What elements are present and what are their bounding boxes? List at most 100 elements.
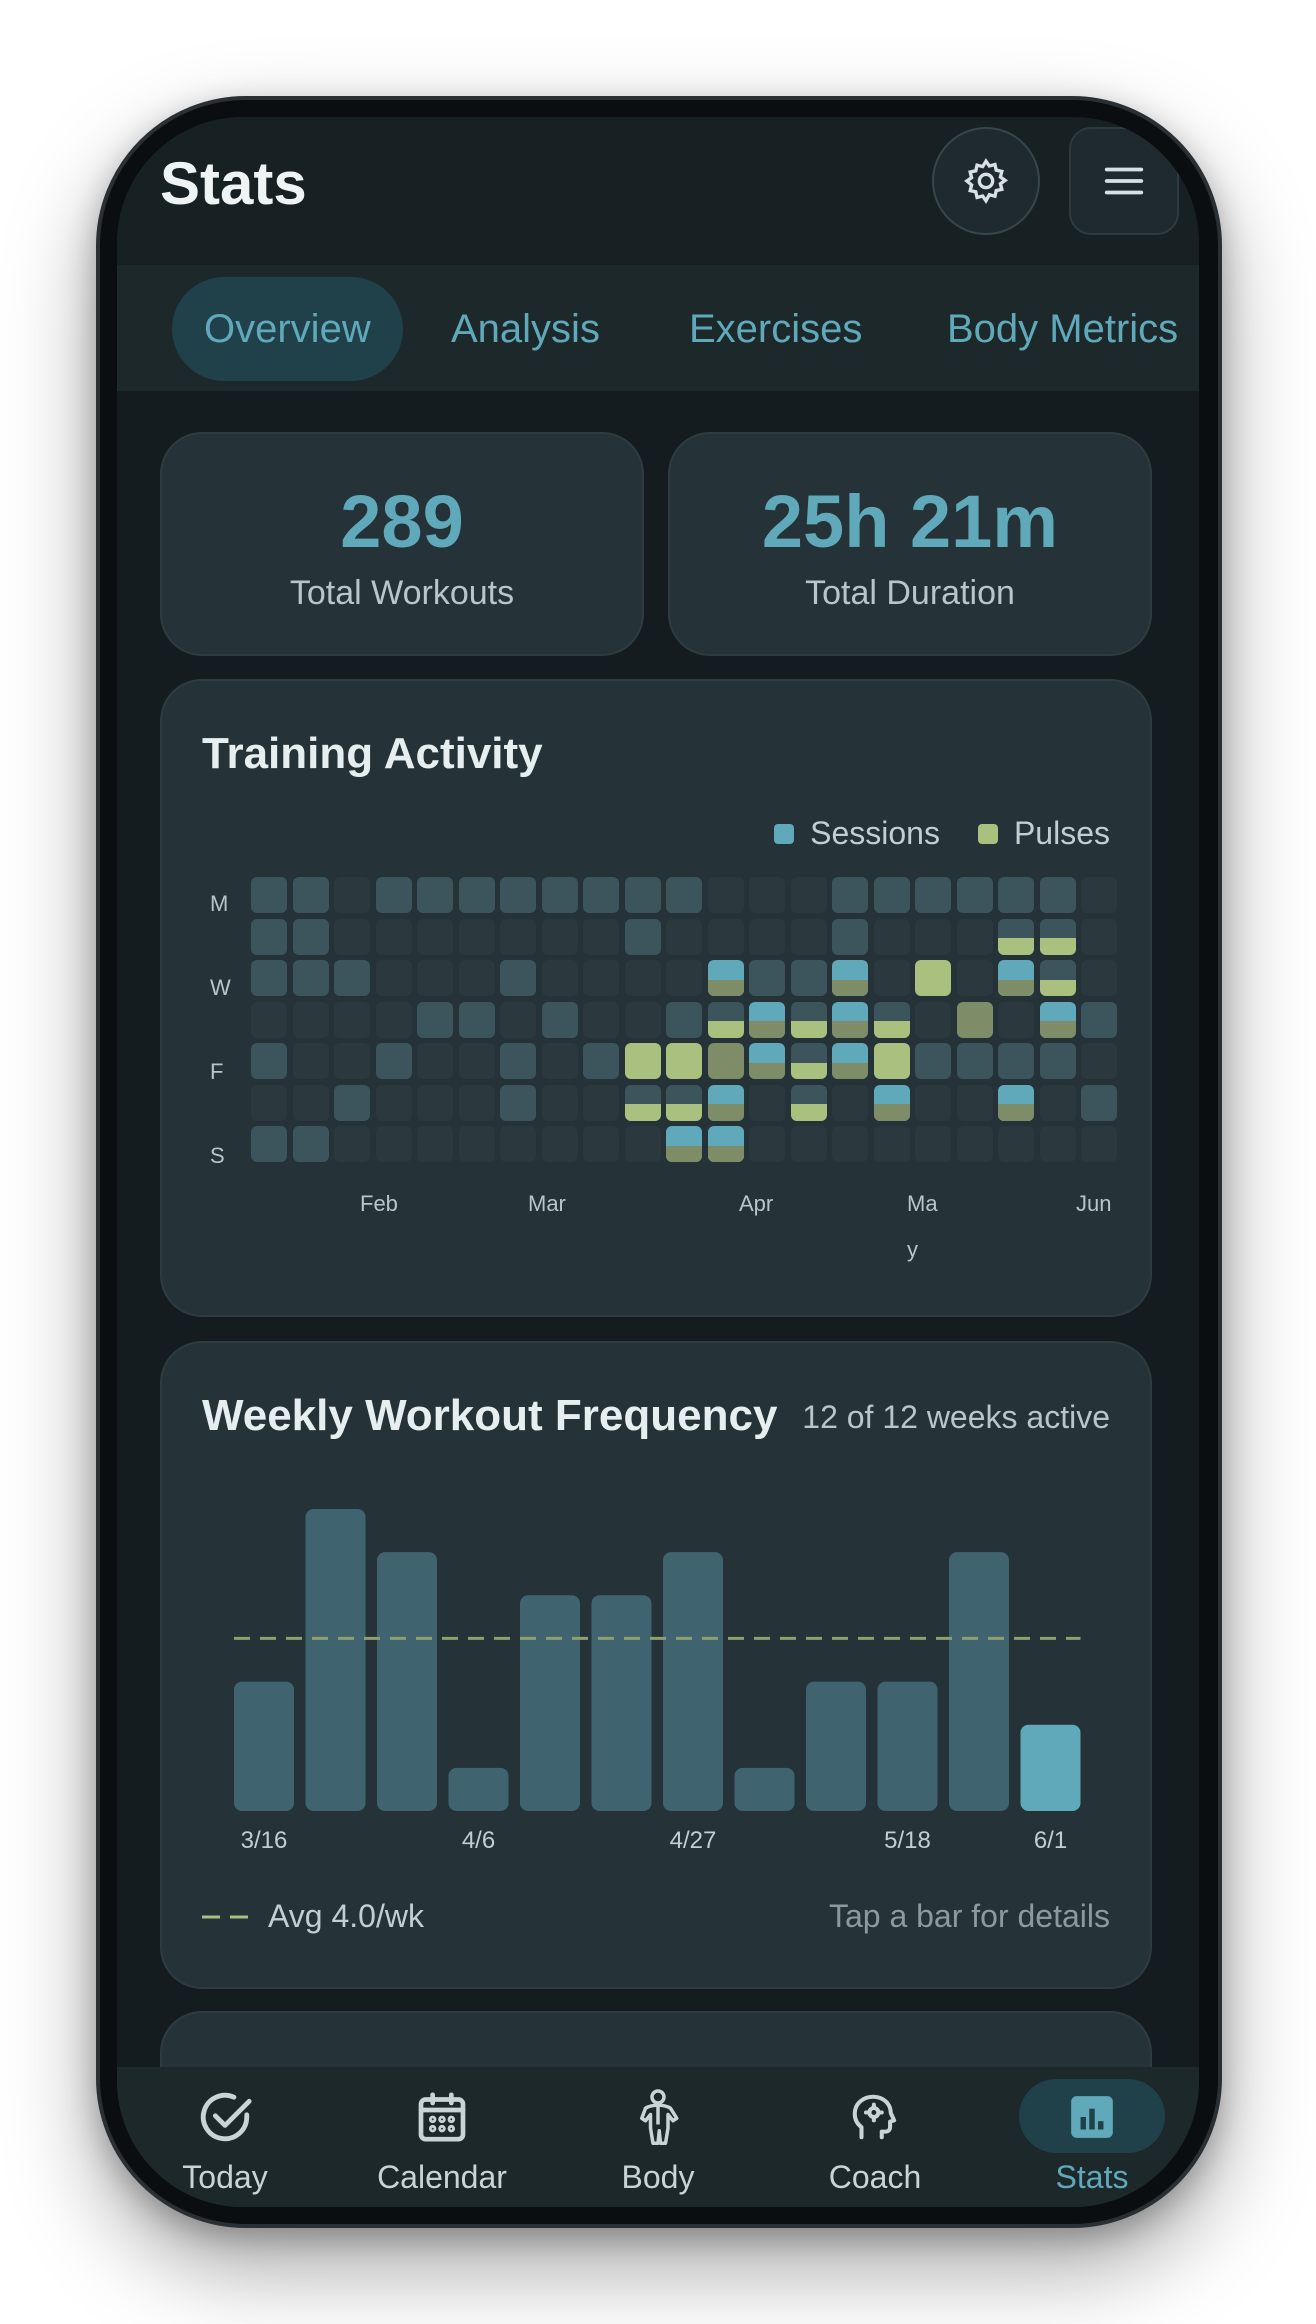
heatmap-cell: [417, 960, 453, 996]
heatmap-cell: [541, 877, 578, 913]
heatmap-cell: [334, 877, 370, 913]
heatmap-pulse-band: [749, 1062, 785, 1079]
x-tick-label: 4/27: [669, 1827, 717, 1854]
x-tick-label: 3/16: [240, 1827, 288, 1854]
nav-calendar[interactable]: Calendar: [342, 2067, 542, 2207]
tab-body-metrics[interactable]: Body Metrics: [947, 307, 1179, 351]
nav-calendar-label: Calendar: [377, 2159, 507, 2195]
heatmap-pulse-band: [790, 1104, 827, 1121]
heatmap-pulse-band: [749, 1021, 785, 1038]
heatmap-cell: [832, 877, 868, 913]
heatmap-cell: [1081, 1126, 1117, 1162]
total-workouts-card[interactable]: 289 Total Workouts: [160, 432, 644, 656]
frequency-bar[interactable]: [949, 1552, 1009, 1811]
tab-overview[interactable]: Overview: [172, 277, 403, 381]
heatmap-cell: [251, 918, 287, 955]
page-title: Stats: [160, 150, 307, 217]
heatmap-pulse-band: [790, 1062, 827, 1079]
tab-analysis[interactable]: Analysis: [451, 307, 600, 351]
heatmap-cell: [956, 1001, 993, 1038]
heatmap-pulse-band: [832, 1062, 868, 1079]
heatmap-pulse-band: [707, 1021, 744, 1038]
heatmap-cell: [583, 1084, 619, 1121]
frequency-bar[interactable]: [234, 1681, 294, 1811]
heatmap-pulse-band: [624, 1104, 661, 1121]
heatmap-cell: [458, 877, 495, 913]
weekly-frequency-title: Weekly Workout Frequency: [202, 1391, 778, 1440]
heatmap-cell: [417, 1126, 453, 1162]
heatmap-cell: [790, 918, 827, 955]
stats-tabs: Overview Analysis Exercises Body Metrics: [117, 265, 1199, 391]
heatmap-cell: [251, 877, 287, 913]
coach-icon: [845, 2087, 905, 2147]
activity-legend: Sessions Pulses: [774, 815, 1110, 852]
frequency-bar[interactable]: [663, 1552, 723, 1811]
total-duration-value: 25h 21m: [761, 480, 1059, 563]
heatmap-cell: [251, 960, 287, 996]
heatmap-cell: [292, 1084, 329, 1121]
settings-button[interactable]: [932, 127, 1040, 235]
nav-stats-label: Stats: [1055, 2159, 1129, 2195]
nav-coach-label: Coach: [828, 2159, 922, 2195]
heatmap-pulse-band: [1039, 979, 1076, 996]
heatmap-cell: [707, 877, 744, 913]
frequency-bar[interactable]: [520, 1595, 580, 1811]
heatmap-cell: [541, 960, 578, 996]
heatmap-cell: [956, 918, 993, 955]
heatmap-cell: [251, 1084, 287, 1121]
heatmap-cell: [1081, 960, 1117, 996]
heatmap-cell: [458, 1043, 495, 1079]
frequency-bar[interactable]: [877, 1681, 938, 1811]
weekly-frequency-chart[interactable]: [162, 1343, 1154, 1823]
heatmap-cell: [707, 1084, 744, 1121]
pulses-swatch: [977, 823, 998, 844]
heatmap-cell: [458, 1001, 495, 1038]
heatmap-cell: [1039, 960, 1076, 996]
frequency-bar[interactable]: [591, 1595, 652, 1811]
sessions-swatch: [774, 823, 795, 844]
heatmap-pulse-band: [998, 979, 1034, 996]
heatmap-cell: [998, 1001, 1034, 1038]
heatmap-cell: [583, 1001, 619, 1038]
nav-stats[interactable]: Stats: [992, 2067, 1192, 2207]
nav-coach[interactable]: Coach: [775, 2067, 975, 2207]
frequency-bar[interactable]: [1020, 1724, 1081, 1811]
heatmap-pulse-band: [998, 1104, 1034, 1121]
bottom-nav: Today Calendar Body: [117, 2067, 1199, 2207]
heatmap-pulse-band: [666, 1104, 702, 1121]
menu-button[interactable]: [1069, 127, 1179, 235]
heatmap-cell: [1081, 1084, 1117, 1121]
day-label-sat: S: [210, 1143, 225, 1168]
heatmap-cell: [956, 1084, 993, 1121]
heatmap-pulse-band: [1039, 1021, 1076, 1038]
heatmap-pulse-band: [873, 1021, 910, 1038]
frequency-bar[interactable]: [377, 1552, 437, 1811]
heatmap-cell: [541, 918, 578, 955]
heatmap-cell: [292, 918, 329, 955]
heatmap-cell: [832, 1126, 868, 1162]
nav-body[interactable]: Body: [558, 2067, 758, 2207]
heatmap-cell: [417, 1084, 453, 1121]
heatmap-cell: [915, 1043, 951, 1079]
heatmap-cell: [956, 1043, 993, 1079]
heatmap-cell: [375, 1126, 412, 1162]
tab-exercises[interactable]: Exercises: [689, 307, 863, 351]
frequency-bar[interactable]: [448, 1767, 509, 1811]
activity-heatmap[interactable]: [251, 877, 1117, 1167]
total-duration-card[interactable]: 25h 21m Total Duration: [668, 432, 1152, 656]
heatmap-cell: [915, 1084, 951, 1121]
nav-today[interactable]: Today: [125, 2067, 325, 2207]
frequency-bar[interactable]: [806, 1681, 866, 1811]
heatmap-pulse-band: [790, 1021, 827, 1038]
heatmap-cell: [624, 1126, 661, 1162]
frequency-bar[interactable]: [734, 1767, 795, 1811]
app-screen: Stats Overview Analysis Exercises Body M…: [117, 117, 1199, 2207]
frequency-bar[interactable]: [305, 1509, 366, 1811]
heatmap-cell: [417, 1001, 453, 1038]
heatmap-pulse-band: [707, 1104, 744, 1121]
average-legend: Avg 4.0/wk: [202, 1898, 424, 1935]
heatmap-cell: [749, 1126, 785, 1162]
heatmap-cell: [251, 1001, 287, 1038]
total-workouts-value: 289: [340, 480, 464, 563]
heatmap-cell: [1039, 877, 1076, 913]
